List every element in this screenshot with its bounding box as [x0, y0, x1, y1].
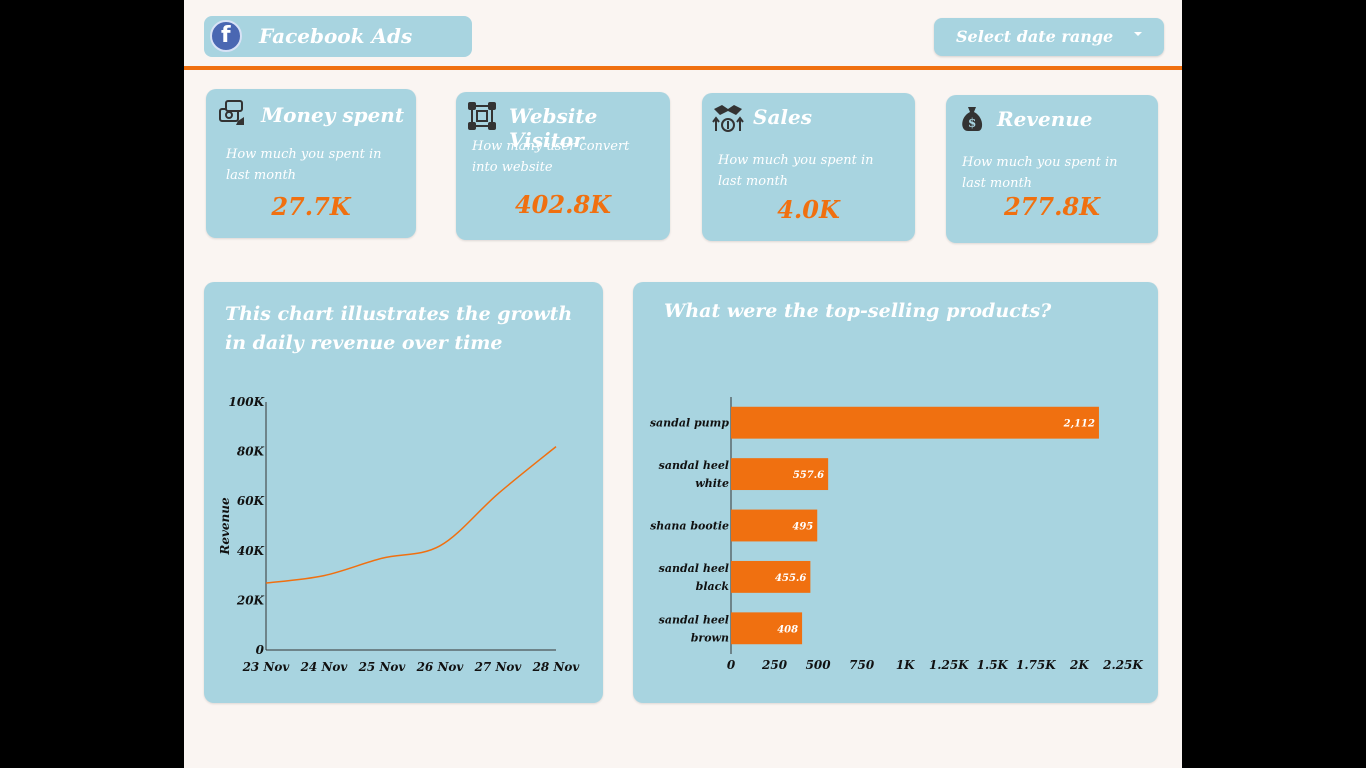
y-tick-label: 20K — [236, 593, 265, 607]
bar-value-label: 557.6 — [793, 470, 824, 481]
bar-value-label: 2,112 — [1063, 419, 1095, 430]
y-tick-label: 40K — [237, 544, 265, 558]
category-label: sandal heel brown — [659, 613, 729, 644]
bar-value-label: 495 — [792, 522, 813, 533]
x-tick-label: 25 Nov — [358, 660, 407, 674]
x-tick-label: 2K — [1069, 658, 1089, 672]
kpi-value: 4.0K — [777, 195, 840, 224]
x-tick-label: 500 — [806, 658, 832, 672]
y-tick-label: 80K — [237, 445, 265, 459]
kpi-subtitle: How much you spent in last month — [718, 153, 874, 189]
bar-value-label: 408 — [777, 624, 798, 635]
date-range-select[interactable]: Select date range — [934, 18, 1164, 56]
revenue-line — [265, 446, 557, 584]
app-title-badge: f Facebook Ads — [204, 16, 472, 57]
bar-value-label: 455.6 — [775, 573, 806, 584]
money-icon — [219, 100, 244, 125]
bar — [731, 406, 1099, 439]
x-tick-label: 24 Nov — [300, 660, 349, 674]
kpi-subtitle: How much you spent in last month — [226, 147, 382, 183]
kpi-card-sales: Sales How much you spent in last month 4… — [702, 93, 915, 241]
bar — [731, 509, 818, 542]
kpi-title: Website Visitor — [509, 104, 598, 152]
kpi-title: Revenue — [997, 107, 1093, 131]
x-tick-label: 23 Nov — [242, 660, 291, 674]
chevron-down-icon — [1134, 32, 1142, 36]
y-tick-label: 0 — [256, 643, 265, 657]
category-label: shana bootie — [650, 520, 729, 533]
bar — [731, 560, 811, 593]
handshake-icon — [712, 105, 744, 132]
x-tick-label: 1.75K — [1016, 658, 1056, 672]
kpi-card-revenue: $ Revenue How much you spent in last mon… — [946, 95, 1158, 243]
x-tick-label: 750 — [849, 658, 875, 672]
kpi-subtitle: How many user convert into website — [472, 139, 630, 175]
category-label: sandal heel black — [659, 562, 730, 593]
x-tick-label: 1K — [896, 658, 915, 672]
x-tick-label: 28 Nov — [532, 660, 581, 674]
svg-text:$: $ — [968, 116, 976, 130]
revenue-line-chart: 0 20K 40K 60K 80K 100K 23 Nov 24 Nov 25 Nov 26 No… — [218, 395, 581, 674]
x-tick-label: 0 — [727, 658, 736, 672]
x-tick-label: 2.25K — [1102, 658, 1143, 672]
revenue-growth-card: This chart illustrates the growth in dai… — [204, 282, 603, 703]
date-range-label: Select date range — [956, 27, 1114, 46]
header-divider — [184, 66, 1182, 70]
x-tick-label: 27 Nov — [474, 660, 523, 674]
category-label: sandal pump — [650, 417, 729, 430]
y-tick-label: 100K — [229, 395, 265, 409]
money-bag-icon: $ — [962, 107, 983, 131]
y-tick-label: 60K — [237, 494, 265, 508]
bar — [731, 612, 803, 645]
top-products-card: What were the top-selling products? 2,11… — [633, 282, 1158, 703]
x-tick-label: 250 — [761, 658, 788, 672]
page-title: Facebook Ads — [259, 24, 413, 48]
kpi-value: 27.7K — [271, 192, 351, 221]
bar — [731, 458, 829, 491]
kpi-title: Money spent — [261, 103, 405, 127]
dashboard-canvas: f Facebook Ads Select date range Money s… — [184, 0, 1182, 768]
kpi-card-website-visitor: Website Visitor How many user convert in… — [456, 92, 670, 240]
top-products-bar-chart: 2,112 sandal pump 557.6 sandal heel white 495… — [650, 397, 1143, 672]
network-icon — [468, 102, 496, 130]
x-tick-label: 1.25K — [929, 658, 969, 672]
kpi-title: Sales — [753, 105, 812, 129]
facebook-icon: f — [210, 20, 242, 52]
kpi-subtitle: How much you spent in last month — [962, 155, 1118, 191]
kpi-card-money-spent: Money spent How much you spent in last m… — [206, 89, 416, 238]
kpi-value: 277.8K — [1003, 192, 1100, 221]
y-axis-label: Revenue — [218, 497, 232, 556]
category-label: sandal heel white — [659, 459, 729, 490]
kpi-value: 402.8K — [514, 190, 611, 219]
chart-title: What were the top-selling products? — [664, 300, 1052, 322]
chart-title: This chart illustrates the growth in dai… — [225, 303, 573, 354]
x-tick-label: 1.5K — [977, 658, 1009, 672]
x-tick-label: 26 Nov — [416, 660, 465, 674]
